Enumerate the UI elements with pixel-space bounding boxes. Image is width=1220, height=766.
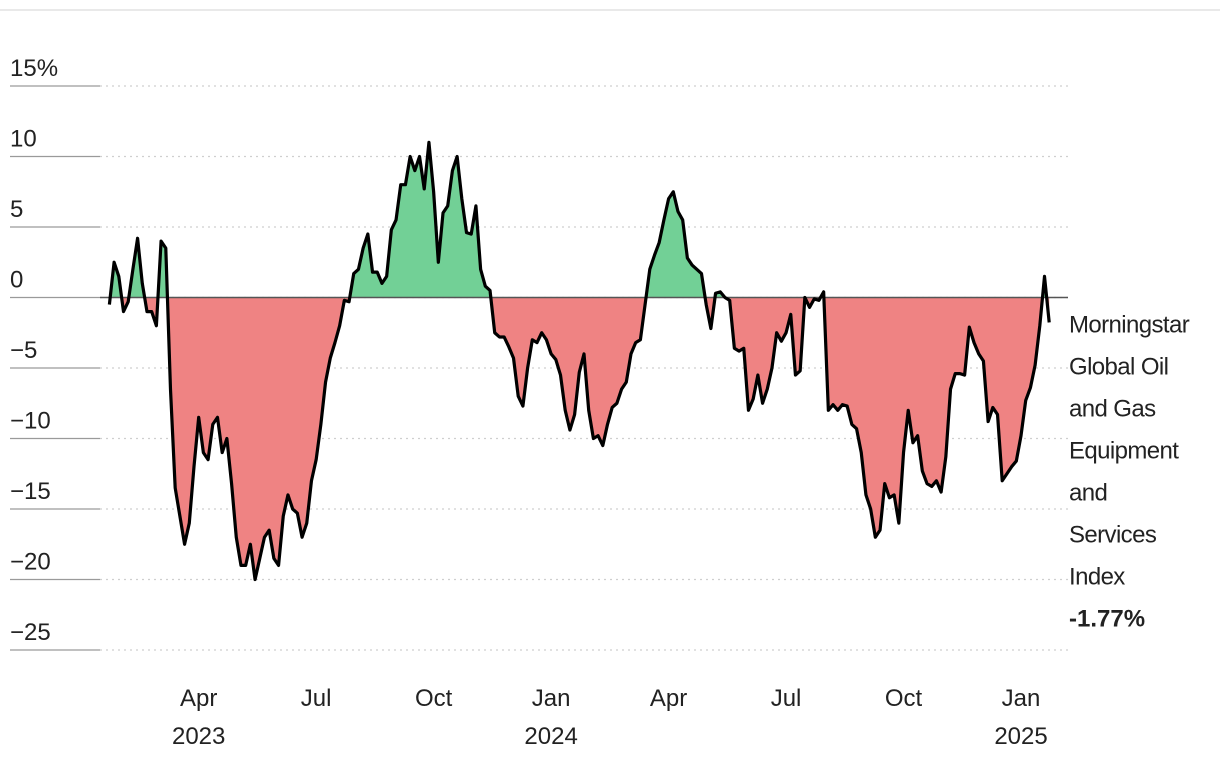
- x-tick-label: Oct: [885, 685, 923, 712]
- y-tick-label: 10: [10, 126, 37, 153]
- y-tick-label: 5: [10, 196, 23, 223]
- y-tick-label: −20: [10, 549, 51, 576]
- x-tick-label: Jan 2025: [994, 685, 1047, 750]
- series-label: Morningstar Global Oil and Gas Equipment and…: [1069, 311, 1190, 590]
- x-tick-label: Apr 2023: [172, 685, 225, 750]
- y-tick-label: −10: [10, 408, 51, 435]
- x-tick-label: Apr: [650, 685, 687, 712]
- y-tick-label: 15%: [10, 55, 58, 82]
- y-tick-label: −15: [10, 478, 51, 505]
- x-tick-label: Jan 2024: [524, 685, 577, 750]
- y-tick-label: 0: [10, 267, 23, 294]
- y-tick-label: −5: [10, 337, 37, 364]
- x-tick-label: Oct: [415, 685, 453, 712]
- series-line: [107, 140, 1051, 582]
- negative-area: [109, 297, 1050, 580]
- y-tick-label: −25: [10, 619, 51, 646]
- x-tick-label: Jul: [771, 685, 802, 712]
- series-value-label: -1.77%: [1069, 605, 1145, 632]
- x-tick-label: Jul: [301, 685, 332, 712]
